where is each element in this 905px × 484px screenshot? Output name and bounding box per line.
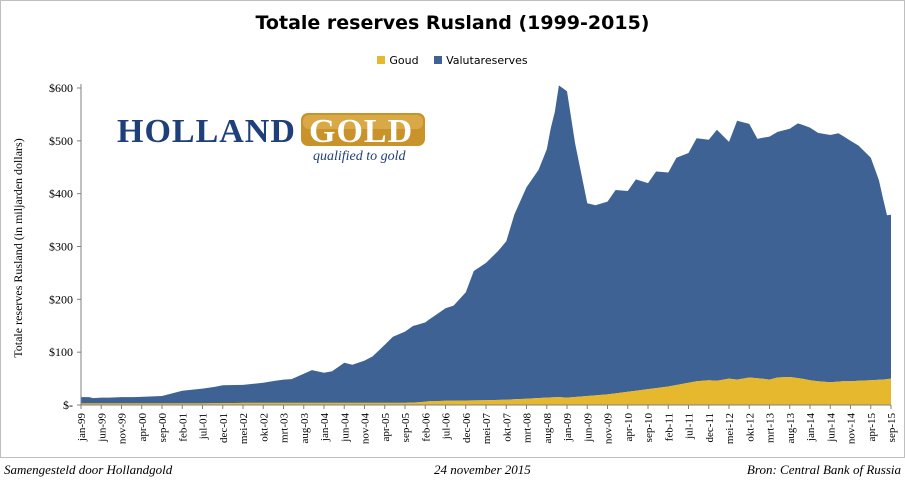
x-tick-label: aug-03: [299, 413, 311, 444]
x-tick-label: dec-01: [218, 413, 230, 443]
x-tick-label: jun-09: [582, 413, 594, 443]
x-tick-label: aug-13: [785, 413, 797, 444]
x-tick-label: mrt-13: [765, 413, 777, 443]
x-tick-label: jul-11: [684, 413, 696, 440]
hollandgold-logo: HOLLAND GOLD qualified to gold: [117, 113, 425, 164]
x-tick-label: feb-01: [177, 413, 189, 442]
legend-item-goud: Goud: [377, 54, 419, 67]
footer-date: 24 november 2015: [434, 462, 531, 477]
y-tick-label: $200: [49, 292, 73, 306]
x-tick-label: sep-15: [886, 413, 898, 443]
x-tick-label: mrt-03: [279, 413, 291, 443]
legend-item-valutareserves: Valutareserves: [434, 54, 528, 67]
x-tick-label: jun-04: [339, 413, 351, 443]
legend-label-goud: Goud: [389, 54, 419, 67]
x-tick-label: apr-05: [380, 413, 392, 442]
x-tick-label: jan-99: [76, 413, 88, 443]
logo-gold-shine: [303, 115, 423, 129]
y-tick-label: $500: [49, 134, 73, 148]
y-tick-label: $300: [49, 240, 73, 254]
x-tick-label: okt-07: [501, 413, 513, 442]
x-tick-label: aug-08: [542, 413, 554, 444]
x-tick-label: sep-10: [643, 413, 655, 443]
x-tick-label: dec-11: [704, 413, 716, 443]
x-tick-label: jan-14: [805, 413, 817, 443]
x-tick-label: sep-05: [400, 413, 412, 443]
y-axis-label-group: Totale reserves Rusland (in miljarden do…: [11, 138, 25, 357]
y-tick-label: $600: [49, 81, 73, 95]
logo-tagline: qualified to gold: [313, 149, 407, 164]
x-tick-label: jan-04: [319, 413, 331, 443]
chart-title: Totale reserves Rusland (1999-2015): [255, 12, 650, 34]
x-tick-label: apr-15: [866, 413, 878, 442]
x-tick-label: feb-06: [420, 413, 432, 442]
x-tick-label: jul-01: [198, 413, 210, 440]
x-tick-label: mei-02: [238, 413, 250, 444]
area-layer: [81, 85, 891, 405]
x-tick-label: sep-00: [157, 413, 169, 443]
x-tick-label: jun-99: [96, 413, 108, 443]
x-tick-label: apr-10: [623, 413, 635, 442]
y-axis-label: Totale reserves Rusland (in miljarden do…: [11, 138, 25, 357]
y-tick-label: $-: [63, 398, 73, 412]
x-tick-label: mei-07: [481, 413, 493, 445]
logo-word-gold: GOLD: [309, 113, 413, 150]
x-tick-label: okt-12: [744, 413, 756, 442]
x-tick-label: mrt-08: [522, 413, 534, 443]
axis-layer: $- $100 $200 $300 $400 $500 $600 jan-99 jun-99 no…: [49, 81, 898, 444]
x-tick-label: nov-09: [603, 413, 615, 445]
legend-swatch-goud: [377, 56, 386, 64]
x-tick-label: nov-04: [360, 413, 372, 445]
legend-swatch-valutareserves: [434, 56, 443, 64]
x-tick-label: feb-11: [663, 413, 675, 441]
legend-label-valutareserves: Valutareserves: [446, 54, 528, 67]
x-tick-label: nov-99: [117, 413, 129, 445]
logo-word-holland: HOLLAND: [117, 113, 296, 150]
x-tick-label: mei-12: [724, 413, 736, 444]
x-tick-label: jan-09: [562, 413, 574, 443]
x-tick-label: okt-02: [258, 413, 270, 442]
x-tick-label: jun-14: [825, 413, 837, 443]
x-tick-label: jul-06: [441, 413, 453, 441]
chart-legend: Goud Valutareserves: [0, 54, 905, 67]
footer-credit: Samengesteld door Hollandgold: [4, 462, 173, 477]
footer-source: Bron: Central Bank of Russia: [746, 462, 901, 477]
x-tick-label: apr-00: [137, 413, 149, 442]
y-tick-label: $400: [49, 187, 73, 201]
x-tick-label: dec-06: [461, 413, 473, 443]
series-area-goud: [81, 377, 891, 405]
x-tick-label: nov-14: [846, 413, 858, 445]
series-area-valutareserves: [81, 85, 891, 404]
y-tick-label: $100: [49, 345, 73, 359]
